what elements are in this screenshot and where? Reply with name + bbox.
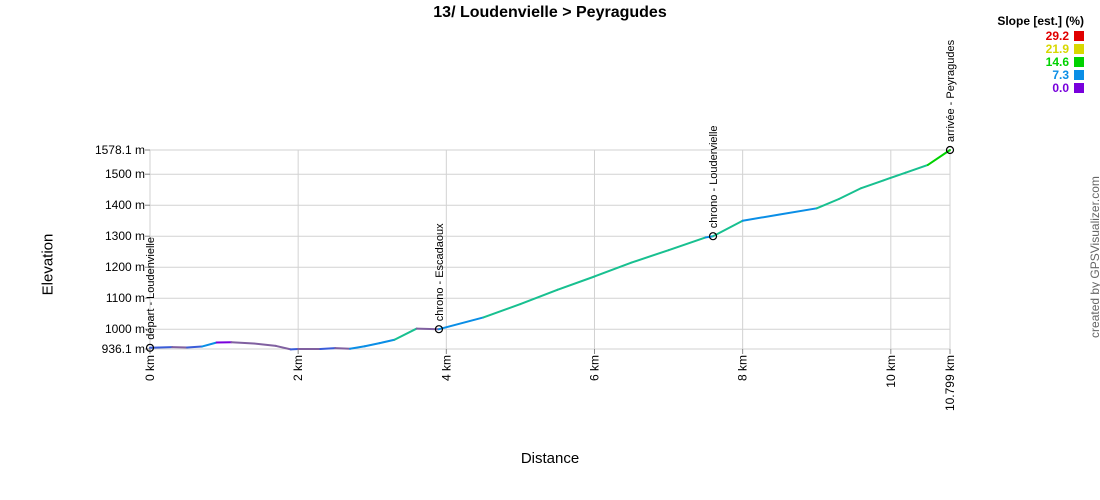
legend-items: 29.2 21.9 14.6 7.3 0.0 [997, 28, 1084, 95]
profile-segment [556, 275, 596, 291]
credit-text: created by GPSVisualizer.com [1088, 176, 1100, 338]
profile-segment [593, 261, 633, 278]
profile-segment [437, 316, 485, 331]
legend-swatch [1074, 56, 1084, 67]
profile-segment [482, 303, 522, 319]
x-tick-label: 2 km [291, 355, 305, 381]
legend-swatch [1074, 82, 1084, 93]
y-tick-label: 1000 m [105, 322, 145, 336]
profile-segment [186, 345, 203, 349]
profile-segment [334, 347, 352, 350]
x-tick-label: 10.799 km [943, 355, 957, 411]
profile-segment [519, 288, 559, 306]
x-axis-label: Distance [520, 450, 580, 467]
profile-segment [363, 342, 381, 348]
waypoint-label: chrono - Escadaoux [434, 223, 446, 321]
legend-label: 14.6 [1045, 54, 1069, 69]
y-tick-label: 1200 m [105, 260, 145, 274]
legend-item: 29.2 [997, 28, 1084, 43]
profile-segment [319, 347, 337, 351]
profile-segment [378, 338, 396, 345]
slope-legend: Slope [est.] (%) 29.2 21.9 14.6 7.3 0.0 [997, 14, 1084, 95]
x-tick-label: 8 km [736, 355, 750, 381]
waypoint-marker [434, 325, 444, 334]
profile-segment [274, 344, 292, 351]
legend-label: 7.3 [1052, 67, 1069, 82]
waypoint-marker [708, 232, 718, 241]
waypoint-label: arrivée - Peyragudes [945, 39, 957, 142]
profile-segment [667, 236, 707, 252]
profile-segment [904, 163, 929, 174]
waypoint-label: départ - Loudenvielle [145, 237, 157, 340]
legend-swatch [1074, 43, 1084, 54]
profile-segment [393, 327, 418, 341]
x-tick-label: 0 km [143, 355, 157, 381]
profile-segment [860, 179, 885, 190]
y-tick-label: 1100 m [106, 291, 145, 305]
profile-segment [815, 198, 840, 210]
profile-segment [741, 213, 781, 222]
y-axis-label: Elevation [39, 233, 57, 296]
y-tick-label: 1300 m [105, 229, 145, 243]
waypoint-marker [945, 145, 955, 155]
profile-segment [712, 219, 744, 238]
legend-swatch [1074, 69, 1084, 80]
legend-label: 0.0 [1052, 80, 1069, 95]
x-tick-label: 6 km [587, 355, 601, 381]
profile-segment [778, 207, 818, 216]
profile-segment [837, 187, 863, 201]
y-tick-label: 1500 m [105, 167, 145, 181]
x-axis: 0 km 2 km 4 km 6 km 8 km 10 km 10.799 km [143, 349, 957, 411]
waypoint-markers: départ - Loudenvielle chrono - Escadaoux c… [145, 39, 957, 352]
legend-item: 0.0 [997, 80, 1084, 95]
profile-segment [349, 345, 366, 350]
legend-label: 29.2 [1045, 28, 1069, 43]
profile-segment [200, 341, 218, 348]
profile-segment [926, 149, 951, 166]
legend-item: 14.6 [997, 54, 1084, 69]
profile-segment [630, 249, 670, 264]
y-tick-label: 1400 m [105, 198, 145, 212]
waypoint-label: chrono - Loudervielle [708, 125, 720, 228]
elevation-profile [149, 149, 951, 351]
x-tick-label: 4 km [439, 355, 453, 381]
legend-title: Slope [est.] (%) [997, 14, 1084, 28]
y-axis: 936.1 m 1000 m 1100 m 1200 m 1300 m 1400 m 150… [95, 143, 150, 356]
legend-swatch [1074, 30, 1084, 41]
chart-title: 13/ Loudenvielle > Peyragudes [433, 4, 667, 21]
legend-label: 21.9 [1045, 41, 1069, 56]
waypoint-marker [145, 343, 155, 352]
profile-segment [252, 342, 277, 347]
legend-item: 21.9 [997, 41, 1084, 56]
x-tick-label: 10 km [884, 355, 898, 388]
y-tick-label: 1578.1 m [95, 143, 145, 157]
gridlines [149, 149, 951, 350]
y-tick-label: 936.1 m [102, 342, 145, 356]
profile-segment [882, 171, 907, 182]
profile-segment [230, 341, 255, 345]
legend-item: 7.3 [997, 67, 1084, 82]
